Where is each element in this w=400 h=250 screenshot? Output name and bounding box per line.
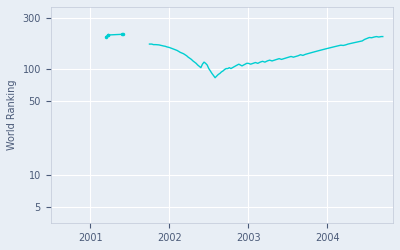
- Y-axis label: World Ranking: World Ranking: [7, 80, 17, 150]
